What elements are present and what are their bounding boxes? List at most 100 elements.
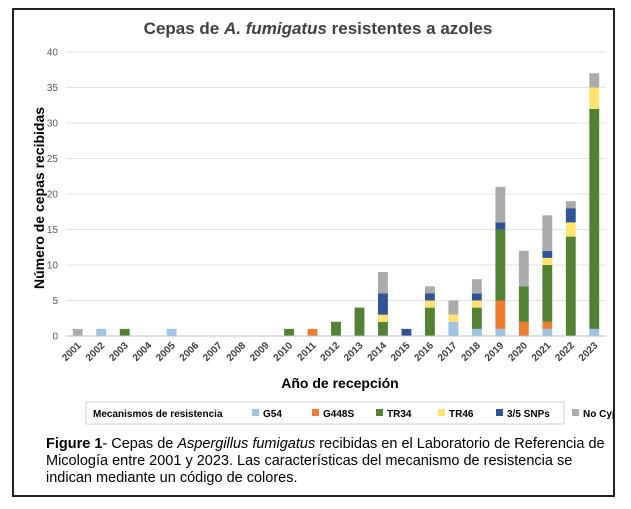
legend-label: 3/5 SNPs bbox=[507, 409, 550, 420]
bar-segment bbox=[471, 307, 482, 329]
x-tick-label: 2020 bbox=[506, 340, 530, 364]
bar-segment bbox=[495, 222, 506, 230]
caption-text-before: - Cepas de bbox=[102, 436, 178, 452]
bar-segment bbox=[307, 328, 318, 336]
legend-swatch bbox=[252, 409, 259, 416]
bar-segment bbox=[518, 250, 529, 287]
x-tick-label: 2012 bbox=[319, 340, 343, 364]
bar-segment bbox=[424, 293, 435, 301]
bar-segment bbox=[589, 328, 600, 336]
legend-item: TR34 bbox=[376, 409, 412, 420]
legend-item: G54 bbox=[252, 409, 282, 420]
legend-swatch bbox=[312, 409, 319, 416]
x-tick-label: 2017 bbox=[436, 340, 460, 364]
y-tick-label: 20 bbox=[47, 190, 59, 201]
legend-label: TR34 bbox=[387, 409, 412, 420]
bar-segment bbox=[471, 328, 482, 336]
legend-item: G448S bbox=[312, 409, 354, 420]
y-tick-label: 10 bbox=[47, 261, 59, 272]
legend-swatch bbox=[496, 409, 503, 416]
x-tick-label: 2023 bbox=[577, 340, 601, 364]
bar-segment bbox=[378, 321, 388, 336]
x-tick-label: 2009 bbox=[248, 340, 272, 364]
y-tick-label: 35 bbox=[47, 83, 59, 94]
x-tick-label: 2018 bbox=[459, 340, 483, 364]
bar-segment bbox=[589, 73, 600, 88]
y-tick-label: 0 bbox=[52, 332, 58, 343]
legend-item: No Cyp51A bbox=[572, 409, 614, 420]
bar-segment bbox=[542, 215, 553, 251]
legend-swatch bbox=[572, 409, 579, 416]
legend-swatch bbox=[376, 409, 383, 416]
caption-label: Figure 1 bbox=[46, 436, 103, 452]
bar-segment bbox=[518, 321, 529, 336]
bar-segment bbox=[424, 286, 435, 294]
bar-segment bbox=[565, 222, 576, 237]
grid-lines bbox=[66, 51, 606, 301]
bar-segment bbox=[448, 321, 459, 336]
bar-segment bbox=[284, 328, 294, 336]
y-tick-label: 40 bbox=[47, 48, 59, 59]
bar-segment bbox=[542, 328, 553, 336]
x-tick-label: 2013 bbox=[342, 340, 366, 364]
x-tick-label: 2008 bbox=[225, 340, 249, 364]
y-tick-label: 5 bbox=[52, 296, 58, 307]
caption-text-after: recibidas en el Laboratorio de Referenci… bbox=[46, 436, 605, 486]
legend-title: Mecanismos de resistencia bbox=[93, 409, 223, 420]
bar-segment bbox=[565, 236, 576, 336]
bar-segment bbox=[471, 279, 482, 294]
figure-caption: Figure 1- Cepas de Aspergillus fumigatus… bbox=[46, 436, 606, 487]
bar-segment bbox=[72, 328, 83, 336]
legend-swatch bbox=[438, 409, 445, 416]
bar-segment bbox=[166, 328, 177, 336]
legend-label: No Cyp51A bbox=[583, 409, 614, 420]
bar-segment bbox=[119, 328, 130, 336]
bar-segment bbox=[589, 87, 600, 109]
x-tick-label: 2014 bbox=[366, 340, 390, 364]
x-tick-label: 2003 bbox=[107, 340, 131, 364]
bar-segment bbox=[542, 250, 553, 258]
chart-title-prefix: Cepas de bbox=[144, 19, 224, 38]
bars bbox=[72, 73, 600, 336]
chart-title-suffix: resistentes a azoles bbox=[327, 19, 492, 38]
legend-item: TR46 bbox=[438, 409, 474, 420]
legend: G54 G448S TR34 TR46 3/5 SNPs No Cyp51A bbox=[252, 409, 614, 420]
x-axis-label: Año de recepción bbox=[281, 375, 398, 391]
bar-segment bbox=[354, 307, 365, 336]
bar-segment bbox=[471, 300, 482, 308]
legend-box bbox=[85, 401, 565, 425]
bar-segment bbox=[331, 321, 341, 336]
x-tick-label: 2006 bbox=[178, 340, 202, 364]
bar-segment bbox=[378, 293, 388, 315]
bar-segment bbox=[378, 314, 388, 322]
x-tick-label: 2002 bbox=[84, 340, 108, 364]
x-tick-label: 2004 bbox=[131, 340, 155, 364]
bar-segment bbox=[495, 300, 506, 329]
bar-segment bbox=[542, 265, 553, 322]
y-tick-labels: 0 5 10 15 20 25 30 35 40 bbox=[47, 48, 59, 343]
bar-segment bbox=[401, 328, 412, 336]
x-tick-label: 2019 bbox=[483, 340, 507, 364]
bar-segment bbox=[378, 272, 388, 294]
legend-label: G448S bbox=[323, 409, 354, 420]
x-tick-label: 2010 bbox=[272, 340, 296, 364]
x-tick-label: 2005 bbox=[154, 340, 178, 364]
bar-segment bbox=[448, 300, 459, 315]
caption-italic: Aspergillus fumigatus bbox=[177, 436, 316, 452]
y-axis-label: Número de cepas recibidas bbox=[31, 107, 47, 289]
bar-segment bbox=[565, 208, 576, 223]
bar-segment bbox=[424, 307, 435, 336]
bar-segment bbox=[542, 257, 553, 265]
y-tick-label: 25 bbox=[47, 154, 59, 165]
legend-label: TR46 bbox=[449, 409, 474, 420]
x-tick-labels: 2001 2002 2003 2004 2005 2006 2007 2008 2009 2010… bbox=[60, 340, 600, 364]
x-tick-label: 2007 bbox=[201, 340, 225, 364]
x-tick-label: 2016 bbox=[413, 340, 437, 364]
bar-segment bbox=[495, 186, 506, 223]
chart-title: Cepas de A. fumigatus resistentes a azol… bbox=[144, 19, 493, 38]
bar-segment bbox=[471, 293, 482, 301]
bar-segment bbox=[495, 328, 506, 336]
x-tick-label: 2011 bbox=[296, 340, 319, 363]
x-tick-label: 2001 bbox=[60, 340, 84, 364]
